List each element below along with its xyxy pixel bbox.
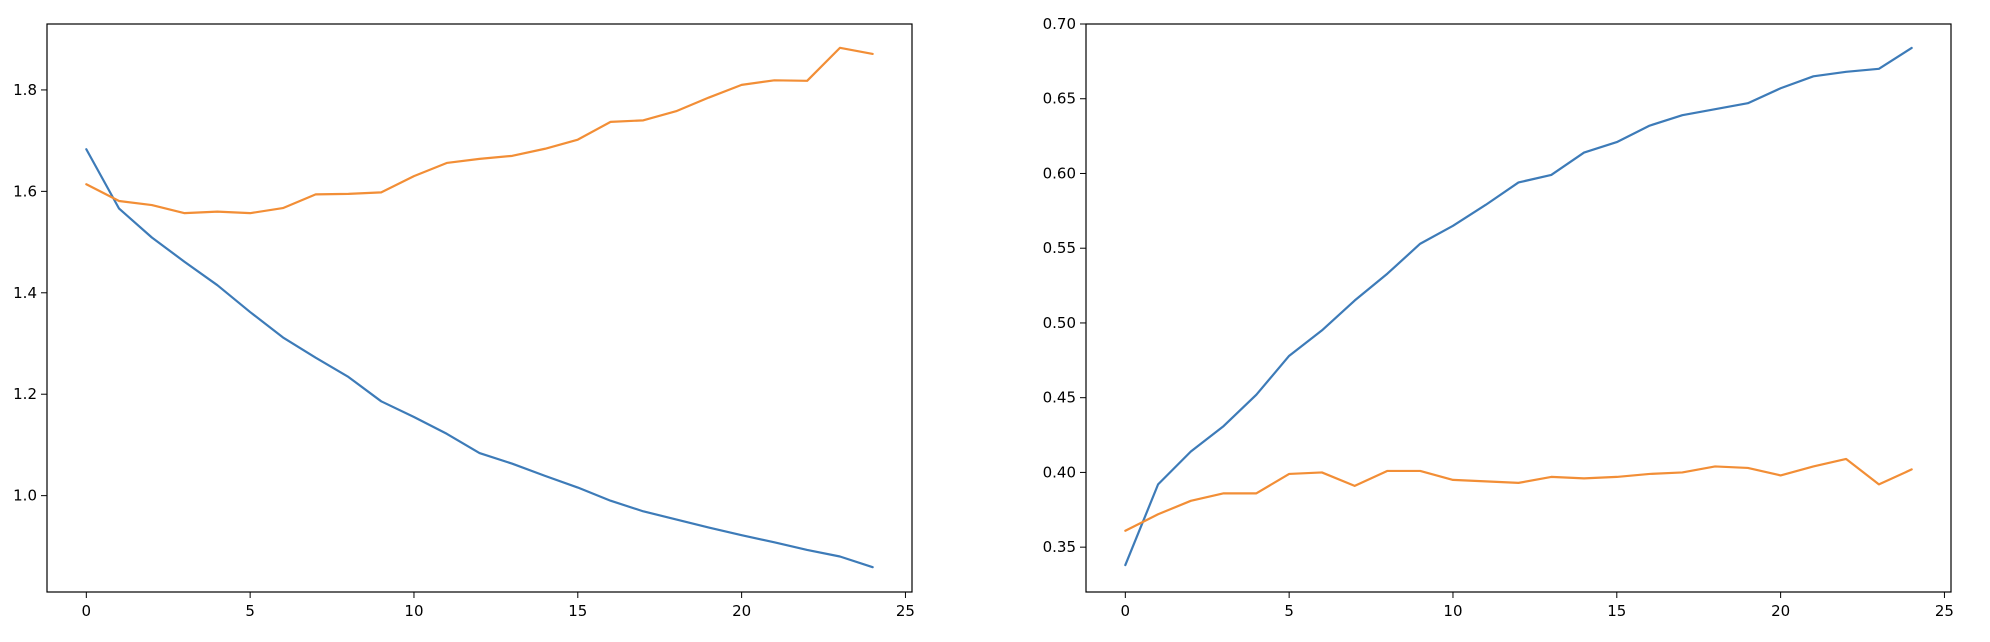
loss-axes-frame — [46, 23, 913, 593]
accuracy-y-tick-label: 0.55 — [1043, 239, 1076, 257]
accuracy-y-tick-label: 0.65 — [1043, 90, 1076, 108]
loss-y-tick-label: 1.2 — [13, 385, 37, 403]
accuracy-chart: 0 5 10 15 20 25 0.35 0.40 0.45 0.50 0.55 0.60 0.65 0.… — [1043, 15, 1954, 620]
loss-x-tick-label: 25 — [896, 602, 915, 620]
accuracy-y-tick-label: 0.45 — [1043, 389, 1076, 407]
accuracy-x-tick-label: 0 — [1121, 602, 1131, 620]
loss-y-tick-label: 1.0 — [13, 487, 37, 505]
loss-series-2-line — [85, 46, 874, 215]
accuracy-axes-frame — [1085, 23, 1952, 593]
accuracy-x-tick-label: 20 — [1771, 602, 1790, 620]
accuracy-x-tick-label: 25 — [1935, 602, 1954, 620]
accuracy-y-tick-label: 0.50 — [1043, 314, 1076, 332]
accuracy-y-tick-label: 0.35 — [1043, 538, 1076, 556]
loss-y-tick-label: 1.4 — [13, 284, 37, 302]
accuracy-x-tick-label: 5 — [1284, 602, 1294, 620]
loss-x-tick-label: 10 — [404, 602, 423, 620]
loss-x-tick-label: 5 — [245, 602, 255, 620]
loss-x-tick-label: 0 — [82, 602, 92, 620]
loss-y-tick-label: 1.8 — [13, 81, 37, 99]
accuracy-x-tick-label: 10 — [1443, 602, 1462, 620]
loss-x-tick-label: 15 — [568, 602, 587, 620]
loss-chart: 0 5 10 15 20 25 1.0 1.2 1.4 1.6 1.8 — [13, 23, 915, 620]
accuracy-series-1-line — [1124, 46, 1913, 567]
accuracy-series-2-line — [1124, 457, 1913, 532]
loss-x-tick-label: 20 — [732, 602, 751, 620]
accuracy-y-tick-label: 0.60 — [1043, 164, 1076, 182]
loss-series-1-line — [85, 148, 874, 569]
loss-y-tick-label: 1.6 — [13, 182, 37, 200]
accuracy-x-tick-label: 15 — [1607, 602, 1626, 620]
accuracy-y-tick-label: 0.70 — [1043, 15, 1076, 33]
accuracy-y-tick-label: 0.40 — [1043, 463, 1076, 481]
